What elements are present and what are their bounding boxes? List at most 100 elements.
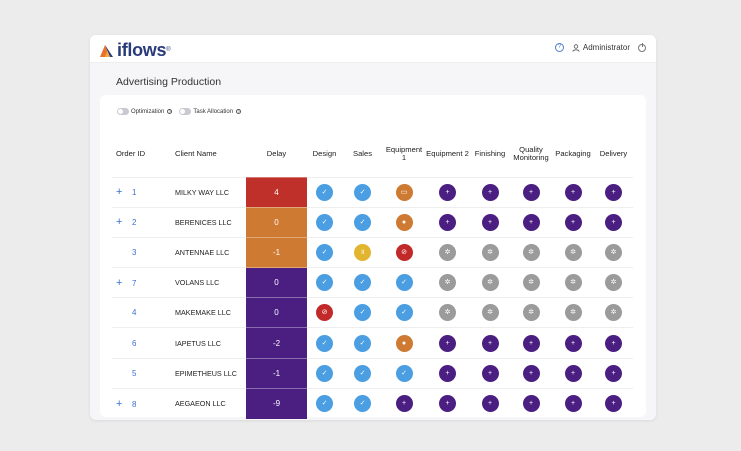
stage-status-icon[interactable]: ✲ (605, 243, 622, 261)
col-client-name[interactable]: Client Name (175, 149, 217, 158)
stage-status-icon[interactable]: ✲ (481, 274, 499, 292)
info-icon[interactable]: ? (236, 109, 242, 114)
stage-status-icon[interactable]: ✲ (522, 304, 540, 322)
table-row[interactable]: 3 ANTENNAE LLC -1 ✓ ॥ ⊘ ✲ ✲ ✲ ✲ ✲ (112, 236, 633, 268)
stage-status-icon[interactable]: ✓ (395, 304, 413, 322)
order-id[interactable]: 4 (132, 308, 137, 318)
stage-status-icon[interactable]: + (605, 334, 622, 352)
stage-status-icon[interactable]: + (522, 334, 540, 352)
table-row[interactable]: +1 MILKY WAY LLC 4 ✓ ✓ ▭ + + + + + (112, 176, 633, 208)
stage-status-icon[interactable]: ✲ (439, 274, 456, 292)
stage-status-icon[interactable]: ✓ (316, 243, 333, 261)
stage-status-icon[interactable]: + (564, 334, 582, 352)
table-row[interactable]: 5 EPIMETHEUS LLC -1 ✓ ✓ ✓ + + + + + (112, 357, 633, 389)
order-id[interactable]: 1 (132, 188, 137, 198)
stage-status-icon[interactable]: ● (395, 213, 413, 231)
stage-status-icon[interactable]: + (481, 395, 499, 413)
stage-status-icon[interactable]: ✲ (522, 274, 540, 292)
stage-status-icon[interactable]: + (605, 183, 622, 201)
stage-status-icon[interactable]: + (564, 213, 582, 231)
stage-status-icon[interactable]: + (439, 364, 456, 382)
stage-status-icon[interactable]: ✲ (605, 274, 622, 292)
logo[interactable]: iflows ® (99, 41, 171, 59)
order-id-cell[interactable]: 5 (112, 357, 175, 389)
stage-status-icon[interactable]: + (439, 213, 456, 231)
stage-status-icon[interactable]: + (481, 334, 499, 352)
table-row[interactable]: 6 IAPETUS LLC -2 ✓ ✓ ● + + + + + (112, 327, 633, 359)
toggle-switch[interactable] (179, 108, 192, 115)
order-id[interactable]: 8 (132, 399, 137, 409)
user-menu[interactable]: Administrator (572, 43, 630, 52)
stage-status-icon[interactable]: + (605, 395, 622, 413)
stage-status-icon[interactable]: + (395, 395, 413, 413)
order-id-cell[interactable]: +7 (112, 267, 175, 298)
help-icon[interactable]: ? (554, 43, 564, 52)
stage-status-icon[interactable]: ✓ (395, 364, 413, 382)
stage-status-icon[interactable]: + (564, 364, 582, 382)
expand-plus-icon[interactable]: + (116, 186, 123, 199)
col-packaging[interactable]: Packaging (555, 149, 591, 158)
stage-status-icon[interactable]: ✓ (354, 395, 371, 413)
stage-status-icon[interactable]: + (439, 183, 456, 201)
stage-status-icon[interactable]: ✓ (316, 364, 333, 382)
stage-status-icon[interactable]: + (605, 364, 622, 382)
col-order-id[interactable]: Order ID (116, 149, 146, 158)
stage-status-icon[interactable]: ✲ (481, 304, 499, 322)
table-row[interactable]: +7 VOLANS LLC 0 ✓ ✓ ✓ ✲ ✲ ✲ ✲ ✲ (112, 267, 633, 298)
stage-status-icon[interactable]: + (564, 395, 582, 413)
stage-status-icon[interactable]: ● (395, 334, 413, 352)
order-id[interactable]: 2 (132, 218, 137, 228)
stage-status-icon[interactable]: ॥ (354, 243, 371, 261)
stage-status-icon[interactable]: ✲ (564, 274, 582, 292)
col-sales[interactable]: Sales (353, 149, 372, 158)
order-id-cell[interactable]: 6 (112, 327, 175, 359)
col-equipment-1[interactable]: Equipment 1 (385, 144, 423, 163)
col-equipment-2[interactable]: Equipment 2 (426, 149, 469, 158)
optimization-toggle[interactable]: Optimization ? (117, 108, 173, 115)
col-delivery[interactable]: Delivery (599, 149, 628, 158)
toggle-switch[interactable] (117, 108, 129, 115)
col-design[interactable]: Design (312, 149, 337, 158)
stage-status-icon[interactable]: ✲ (605, 304, 622, 322)
order-id[interactable]: 3 (132, 247, 137, 257)
stage-status-icon[interactable]: + (564, 183, 582, 201)
stage-status-icon[interactable]: ✲ (564, 243, 582, 261)
col-quality-monitoring[interactable]: Quality Monitoring (513, 144, 549, 163)
stage-status-icon[interactable]: ✲ (564, 304, 582, 322)
order-id-cell[interactable]: +1 (112, 176, 175, 208)
info-icon[interactable]: ? (167, 109, 173, 114)
table-row[interactable]: 4 MAKEMAKE LLC 0 ⊘ ✓ ✓ ✲ ✲ ✲ ✲ ✲ (112, 297, 633, 328)
stage-status-icon[interactable]: + (481, 213, 499, 231)
col-delay[interactable]: Delay (266, 149, 287, 158)
stage-status-icon[interactable]: ✓ (316, 213, 333, 231)
stage-status-icon[interactable]: + (522, 183, 540, 201)
order-id-cell[interactable]: 4 (112, 297, 175, 328)
stage-status-icon[interactable]: + (522, 395, 540, 413)
stage-status-icon[interactable]: + (481, 183, 499, 201)
expand-plus-icon[interactable]: + (116, 397, 123, 410)
stage-status-icon[interactable]: ✓ (354, 304, 371, 322)
stage-status-icon[interactable]: ⊘ (395, 243, 413, 261)
stage-status-icon[interactable]: + (439, 395, 456, 413)
stage-status-icon[interactable]: + (522, 213, 540, 231)
stage-status-icon[interactable]: ✓ (354, 334, 371, 352)
col-finishing[interactable]: Finishing (474, 149, 506, 158)
expand-plus-icon[interactable]: + (116, 276, 123, 289)
stage-status-icon[interactable]: ✲ (439, 243, 456, 261)
stage-status-icon[interactable]: ⊘ (316, 304, 333, 322)
stage-status-icon[interactable]: ✓ (316, 274, 333, 292)
stage-status-icon[interactable]: ✲ (439, 304, 456, 322)
order-id-cell[interactable]: 3 (112, 236, 175, 268)
stage-status-icon[interactable]: ✓ (354, 213, 371, 231)
stage-status-icon[interactable]: ✲ (481, 243, 499, 261)
expand-plus-icon[interactable]: + (116, 216, 123, 229)
task-allocation-toggle[interactable]: Task Allocation ? (179, 108, 242, 115)
order-id-cell[interactable]: +8 (112, 387, 175, 419)
stage-status-icon[interactable]: + (605, 213, 622, 231)
stage-status-icon[interactable]: ✓ (354, 364, 371, 382)
stage-status-icon[interactable]: + (522, 364, 540, 382)
stage-status-icon[interactable]: ✓ (354, 274, 371, 292)
order-id[interactable]: 7 (132, 278, 137, 288)
order-id[interactable]: 5 (132, 368, 137, 378)
stage-status-icon[interactable]: + (481, 364, 499, 382)
